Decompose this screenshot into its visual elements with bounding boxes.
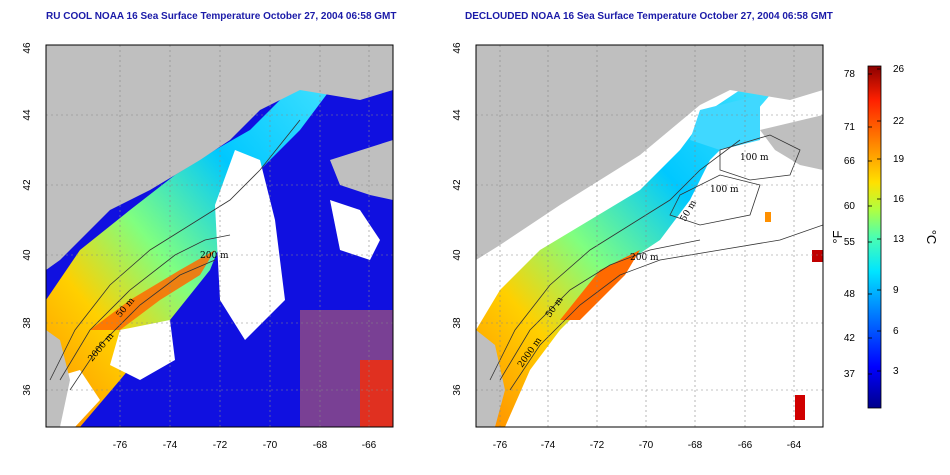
right-land-north (476, 45, 823, 260)
left-y-tick: 44 (22, 109, 33, 121)
colorbar-c-tick: 3 (893, 366, 899, 377)
left-y-tick: 42 (22, 179, 33, 191)
left-y-tick: 38 (22, 317, 33, 329)
colorbar-celsius-unit: °C (924, 230, 939, 245)
colorbar-c-tick: 16 (893, 194, 905, 205)
right-x-axis: -76 -74 -72 -70 -68 -66 -64 (493, 440, 802, 451)
right-y-tick: 36 (452, 384, 463, 396)
colorbar-f-tick: 60 (844, 201, 856, 212)
right-x-tick: -66 (738, 440, 753, 451)
left-y-tick: 36 (22, 384, 33, 396)
colorbar-f-tick: 42 (844, 333, 856, 344)
colorbar-f-tick: 55 (844, 237, 856, 248)
colorbar-fahrenheit-unit: °F (830, 230, 845, 243)
right-map: 100 m 100 m 50 m 200 m 50 m 2000 m (476, 45, 823, 427)
colorbar-c-tick: 6 (893, 326, 899, 337)
right-y-axis: 36 38 40 42 44 46 (452, 42, 463, 396)
left-isobath-50 (49, 119, 301, 381)
right-x-tick: -70 (639, 440, 654, 451)
right-grid (476, 45, 823, 427)
right-y-tick: 42 (452, 179, 463, 191)
right-nova-scotia (760, 115, 823, 170)
left-cloud-2 (330, 200, 380, 260)
right-x-tick: -74 (541, 440, 556, 451)
colorbar-c-tick: 22 (893, 116, 905, 127)
colorbar: 78 71 66 60 55 48 42 37 26 22 19 16 13 9… (830, 64, 939, 409)
colorbar-f-tick: 48 (844, 289, 856, 300)
right-isobath-200 (499, 239, 701, 381)
left-y-tick: 46 (22, 42, 33, 54)
left-cloud-3 (110, 320, 175, 380)
right-isobath-100 (669, 174, 761, 226)
colorbar-c-tick: 19 (893, 154, 905, 165)
left-x-tick: -76 (113, 440, 128, 451)
right-hot-spot (795, 395, 805, 420)
right-warm-band (560, 250, 640, 320)
left-x-tick: -72 (213, 440, 228, 451)
right-isobath-label-100a: 100 m (740, 153, 769, 163)
right-x-tick: -76 (493, 440, 508, 451)
left-map: 200 m 50 m 2000 m (46, 45, 393, 427)
colorbar-f-tick: 37 (844, 369, 856, 380)
left-map-frame (45, 44, 394, 428)
right-panel-title: DECLOUDED NOAA 16 Sea Surface Temperatur… (465, 11, 833, 22)
right-x-tick: -68 (688, 440, 703, 451)
left-y-axis: 36 38 40 42 44 46 (22, 42, 33, 396)
colorbar-c-tick: 13 (893, 234, 905, 245)
right-y-tick: 40 (452, 249, 463, 261)
right-isobath-label-100b: 100 m (710, 185, 739, 195)
left-land-north (46, 45, 393, 270)
right-y-tick: 38 (452, 317, 463, 329)
colorbar-tick-marks (868, 68, 881, 375)
left-land-south (46, 330, 70, 427)
left-x-tick: -68 (313, 440, 328, 451)
left-isobath-2000 (69, 259, 216, 391)
right-x-tick: -64 (787, 440, 802, 451)
left-isobath-label-200: 200 m (200, 251, 229, 261)
right-isobath-2000 (509, 224, 823, 391)
right-map-frame (475, 44, 824, 428)
colorbar-c-tick: 26 (893, 64, 905, 75)
left-warm-band (90, 250, 215, 330)
left-x-tick: -70 (263, 440, 278, 451)
colorbar-f-tick: 71 (844, 122, 856, 133)
left-y-tick: 40 (22, 249, 33, 261)
right-y-tick: 44 (452, 109, 463, 121)
right-isobath-label-200: 200 m (630, 253, 659, 263)
right-isobath-100b (719, 134, 801, 181)
right-hot-spot (812, 250, 823, 262)
colorbar-f-tick: 78 (844, 69, 856, 80)
colorbar-gradient (867, 65, 882, 409)
colorbar-f-tick: 66 (844, 156, 856, 167)
left-panel-title: RU COOL NOAA 16 Sea Surface Temperature … (46, 11, 397, 22)
left-x-tick: -66 (362, 440, 377, 451)
left-isobath-200 (59, 234, 231, 381)
left-hot-patch (360, 360, 393, 427)
right-gulf-maine-water (690, 95, 760, 150)
left-grid (46, 45, 393, 427)
right-x-tick: -72 (590, 440, 605, 451)
right-y-tick: 46 (452, 42, 463, 54)
right-warm-spot (765, 212, 771, 222)
left-x-axis: -76 -74 -72 -70 -68 -66 (113, 440, 377, 451)
colorbar-c-tick: 9 (893, 285, 899, 296)
left-x-tick: -74 (163, 440, 178, 451)
